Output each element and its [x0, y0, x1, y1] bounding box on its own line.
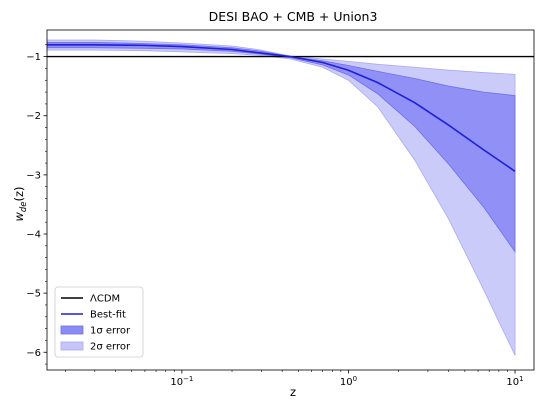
y-tick-label: −1 — [26, 52, 41, 63]
x-tick-label-base: 10 — [340, 377, 353, 388]
x-tick-label: 100 — [340, 375, 357, 388]
y-tick-label: −6 — [26, 348, 41, 359]
x-tick-label: 10−1 — [170, 375, 193, 388]
legend-swatch-1sigma — [60, 325, 84, 335]
y-tick-label: −2 — [26, 111, 41, 122]
legend: ΛCDM Best-fit 1σ error 2σ error — [54, 286, 144, 358]
legend-label-2sigma: 2σ error — [90, 342, 131, 353]
legend-swatch-2sigma — [60, 341, 84, 351]
plot-contents — [47, 39, 534, 356]
series-1sigma-band — [47, 42, 516, 254]
x-tick-label-exponent: −1 — [183, 375, 193, 383]
y-tick-label: −4 — [26, 230, 41, 241]
legend-label-best-fit: Best-fit — [90, 310, 126, 321]
y-axis-label-arg: (z) — [12, 186, 26, 201]
x-tick-label-base: 10 — [506, 377, 519, 388]
plot-area — [47, 39, 534, 356]
plot-frame — [46, 29, 535, 371]
x-axis-label: z — [290, 385, 296, 399]
y-axis-label-base: w — [12, 212, 26, 222]
x-tick-label-base: 10 — [170, 377, 183, 388]
series-best-fit-line — [47, 43, 516, 172]
y-tick-label: −3 — [26, 170, 41, 181]
x-tick-label-exponent: 0 — [353, 375, 357, 383]
x-tick-label: 101 — [506, 375, 523, 388]
legend-box — [54, 286, 144, 358]
legend-label-1sigma: 1σ error — [90, 326, 131, 337]
series-2sigma-band — [47, 39, 516, 356]
y-tick-label: −5 — [26, 289, 41, 300]
axes: −1−2−3−4−5−610−1 100 101 — [26, 29, 535, 388]
x-tick-label-exponent: 1 — [519, 375, 523, 383]
chart-title: DESI BAO + CMB + Union3 — [209, 9, 378, 24]
legend-label-lcdm: ΛCDM — [90, 294, 120, 305]
y-axis-label-sub: de — [19, 201, 29, 212]
y-axis-label: wde(z) — [12, 186, 29, 221]
